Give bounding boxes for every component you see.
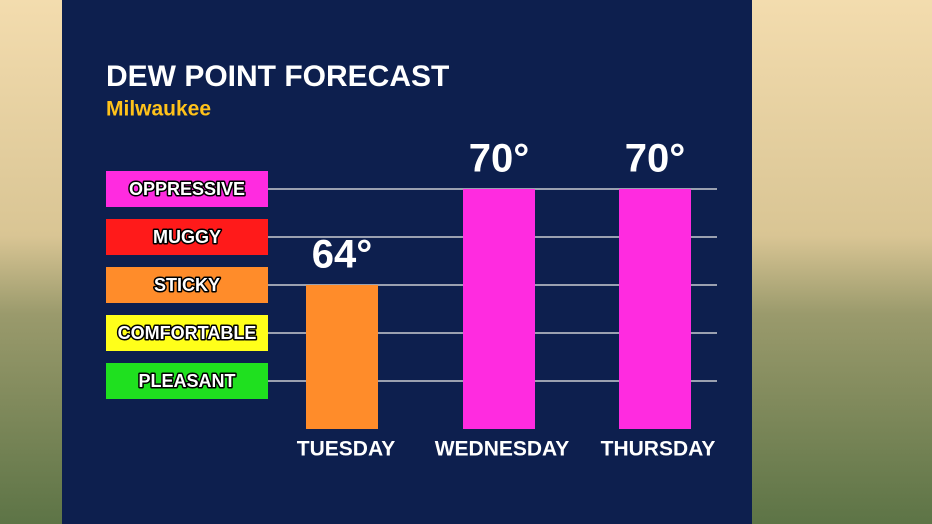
category-box [106,219,268,255]
y-tick-label: COMFORTABLE [118,323,257,343]
y-tick-label: OPPRESSIVE [129,179,245,199]
bar [619,189,691,429]
category-box [106,363,268,399]
y-tick-label: STICKY [154,275,220,295]
bar [306,285,378,429]
value-label: 70° [625,137,686,181]
chart-title: DEW POINT FORECAST [106,60,449,93]
value-label: 64° [312,233,373,277]
y-tick-label: PLEASANT [138,371,235,391]
category-box [106,315,268,351]
chart-subtitle: Milwaukee [106,98,211,121]
x-tick-label: WEDNESDAY [435,438,570,461]
bar [463,189,535,429]
x-tick-label: THURSDAY [601,438,716,461]
category-box [106,171,268,207]
y-tick-label: MUGGY [153,227,221,247]
category-box [106,267,268,303]
value-label: 70° [469,137,530,181]
x-tick-label: TUESDAY [297,438,395,461]
